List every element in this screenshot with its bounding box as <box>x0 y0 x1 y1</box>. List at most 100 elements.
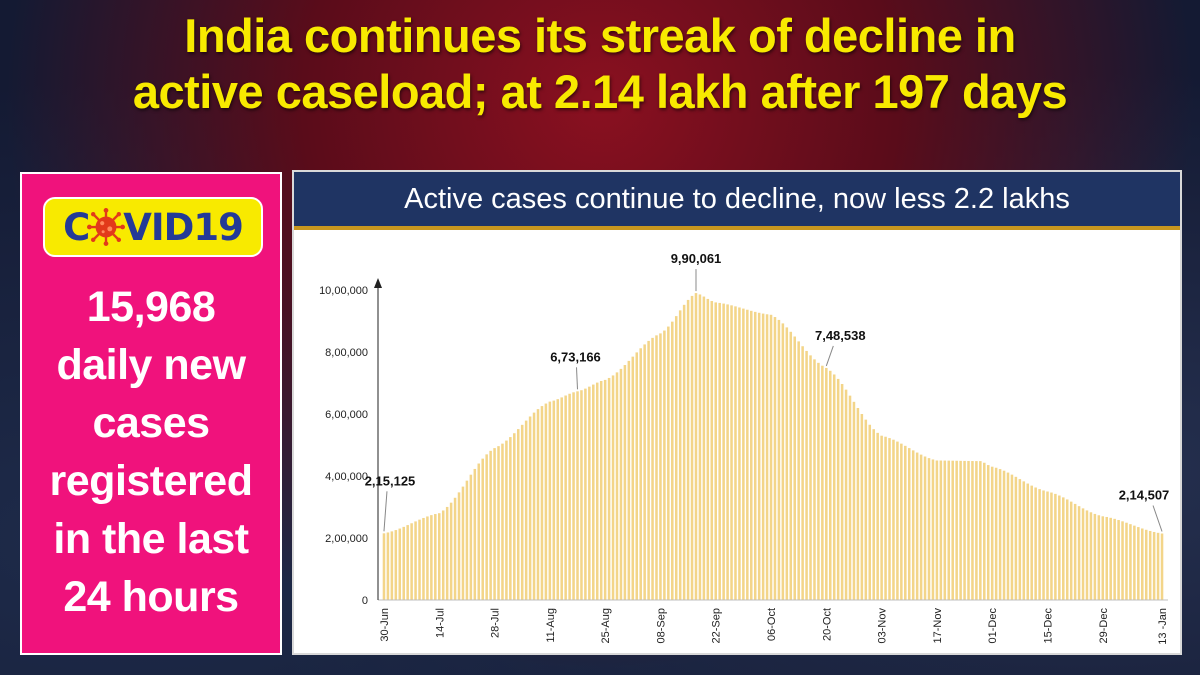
chart-bar <box>445 506 449 600</box>
chart-bar <box>1113 518 1116 600</box>
x-tick-label: 20-Oct <box>821 608 833 641</box>
covid-badge-text-start: C <box>63 205 90 249</box>
headline-line-2: active caseload; at 2.14 lakh after 197 … <box>132 65 1068 118</box>
chart-bar <box>769 314 773 600</box>
chart-bar <box>986 465 990 600</box>
chart-bar <box>418 519 421 600</box>
x-tick-label: 25-Aug <box>600 608 612 643</box>
daily-cases-text: 15,968 daily new cases registered in the… <box>22 278 280 626</box>
chart-bar <box>536 409 540 600</box>
chart-bar <box>623 365 627 600</box>
chart-bar <box>516 429 520 600</box>
chart-bar <box>441 510 445 600</box>
chart-bar <box>568 393 571 600</box>
chart-bar <box>785 327 789 600</box>
chart-bar <box>655 335 658 600</box>
chart-bar <box>765 314 769 600</box>
chart-bar <box>497 446 500 600</box>
chart-bar <box>1006 472 1010 600</box>
chart-bar <box>1062 497 1065 600</box>
chart-bar <box>935 460 939 600</box>
daily-cases-line-5: in the last <box>53 515 249 563</box>
y-tick-label: 2,00,000 <box>325 533 368 545</box>
data-label: 7,48,538 <box>815 328 866 343</box>
chart-bar <box>469 474 473 600</box>
chart-bar <box>971 461 974 600</box>
chart-bar <box>430 515 433 600</box>
chart-bar <box>544 403 548 600</box>
chart-bar <box>663 330 666 600</box>
active-cases-chart: 0 2,00,000 4,00,000 6,00,000 8,00,000 10,00,0… <box>319 251 1169 645</box>
chart-bar <box>860 414 864 600</box>
chart-bar <box>919 454 923 600</box>
chart-bar <box>852 401 856 600</box>
chart-bar <box>580 390 583 600</box>
x-tick-label: 06-Oct <box>766 608 778 641</box>
chart-bar <box>975 461 978 600</box>
x-tick-label: 13 -Jan <box>1157 608 1169 645</box>
chart-bar <box>1141 528 1144 600</box>
chart-bar <box>757 312 761 600</box>
chart-bar <box>659 333 662 600</box>
chart-bar <box>710 301 714 600</box>
chart-bar <box>528 416 532 600</box>
y-tick-label: 0 <box>362 595 368 607</box>
active-cases-chart-panel: 0 2,00,000 4,00,000 6,00,000 8,00,000 10,00,0… <box>292 170 1182 655</box>
chart-bar <box>1014 476 1018 600</box>
chart-bar <box>994 467 998 600</box>
chart-bar <box>813 359 816 600</box>
chart-bar <box>611 375 615 600</box>
chart-bar <box>821 365 824 600</box>
data-label-leader <box>1152 505 1163 532</box>
chart-bar <box>864 419 868 600</box>
chart-bar <box>761 313 765 600</box>
chart-bar <box>627 360 631 600</box>
chart-bar <box>473 468 477 600</box>
chart-bar <box>386 532 390 600</box>
chart-bar <box>781 323 785 600</box>
y-tick-label: 4,00,000 <box>325 471 368 483</box>
headline-line-1: India continues its streak of decline in <box>184 9 1016 62</box>
x-tick-label: 08-Sep <box>655 608 667 643</box>
chart-bar <box>856 408 860 600</box>
data-label: 6,73,166 <box>550 349 601 364</box>
chart-bar <box>505 440 508 600</box>
chart-bar <box>520 424 524 600</box>
chart-bar <box>714 302 717 600</box>
chart-bar <box>1046 491 1049 600</box>
chart-bar <box>592 384 595 600</box>
data-label: 2,15,125 <box>365 473 416 488</box>
chart-bar <box>1042 490 1045 600</box>
chart-bar <box>631 356 635 600</box>
chart-bar <box>615 372 619 600</box>
chart-bar <box>773 317 777 600</box>
chart-bar <box>1058 495 1061 600</box>
chart-bar <box>671 321 674 600</box>
chart-bar <box>1144 529 1148 600</box>
chart-bar <box>832 374 836 600</box>
daily-cases-line-2: daily new <box>56 341 246 389</box>
chart-bar <box>1054 493 1057 600</box>
chart-bar <box>915 452 919 600</box>
chart-bar <box>1137 527 1140 600</box>
covid19-badge: C VID19 <box>43 197 263 257</box>
chart-bar <box>750 310 753 600</box>
x-tick-label: 22-Sep <box>711 608 723 643</box>
x-tick-label: 11-Aug <box>545 608 557 643</box>
chart-bar <box>927 458 931 600</box>
chart-bar <box>1018 479 1022 600</box>
chart-bar <box>840 384 844 600</box>
chart-bar <box>1002 470 1006 600</box>
chart-bar <box>734 306 737 600</box>
chart-bar <box>730 305 733 600</box>
chart-bar <box>947 460 951 600</box>
chart-bar <box>722 303 725 600</box>
chart-bar <box>983 462 986 600</box>
chart-bar <box>461 486 465 600</box>
chart-bar <box>382 533 386 600</box>
chart-bar <box>844 389 848 600</box>
chart-bar <box>1034 487 1037 600</box>
chart-bar <box>422 517 425 600</box>
chart-bar <box>789 331 793 600</box>
chart-bar <box>572 392 575 600</box>
